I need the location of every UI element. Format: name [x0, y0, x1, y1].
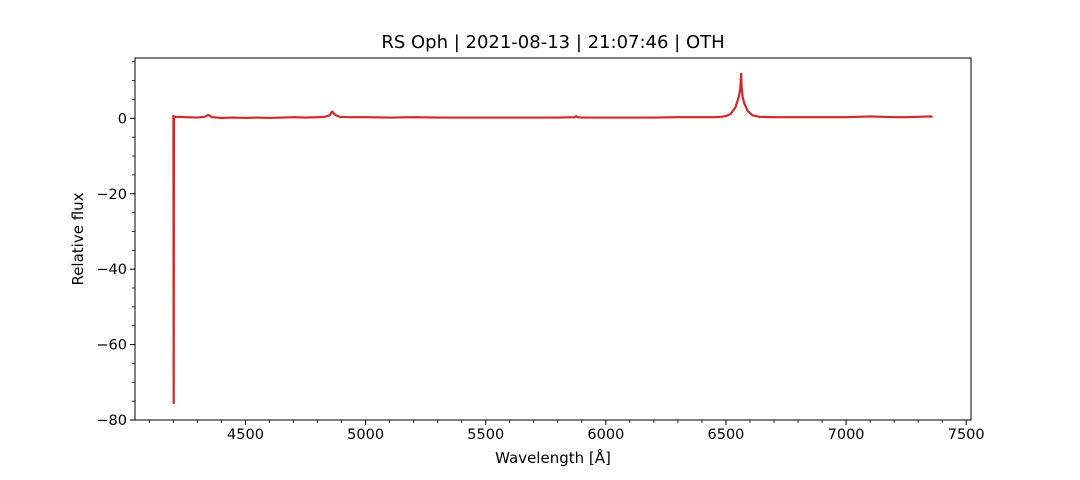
x-tick-label: 7000 — [828, 427, 865, 443]
y-tick-label: −80 — [96, 413, 127, 429]
y-tick-label: −60 — [96, 338, 127, 354]
y-tick-label: −20 — [96, 187, 127, 203]
x-axis-label: Wavelength [Å] — [495, 448, 611, 467]
x-axis: 4500 5000 5500 6000 6500 7000 7500 — [149, 420, 985, 443]
x-tick-label: 5500 — [467, 427, 504, 443]
plot-frame — [134, 57, 972, 421]
x-tick-label: 5000 — [347, 427, 384, 443]
y-tick-label: 0 — [118, 111, 127, 127]
x-tick-label: 6500 — [708, 427, 745, 443]
y-axis-label: Relative flux — [69, 192, 87, 285]
chart-title: RS Oph | 2021-08-13 | 21:07:46 | OTH — [381, 32, 724, 53]
y-axis: 0 −20 −40 −60 −80 — [96, 61, 135, 429]
x-tick-label: 4500 — [227, 427, 264, 443]
y-tick-label: −40 — [96, 262, 127, 278]
plot-area — [134, 57, 972, 421]
x-tick-label: 6000 — [587, 427, 624, 443]
series-layer — [171, 72, 933, 405]
spectrum-line-0 — [171, 72, 933, 405]
x-tick-label: 7500 — [948, 427, 985, 443]
